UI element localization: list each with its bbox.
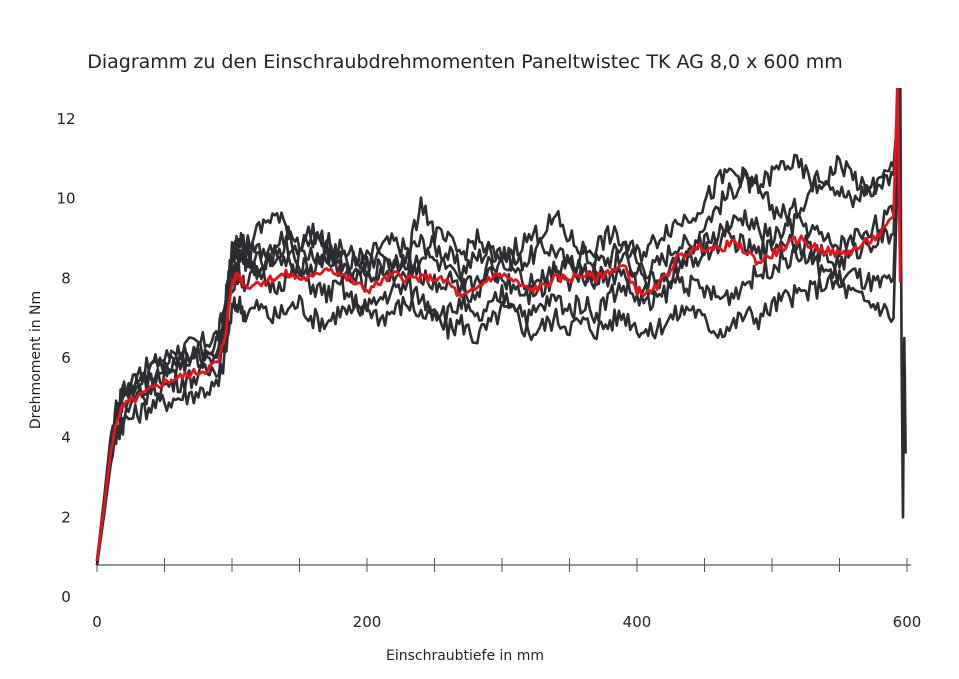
x-axis-ticks: 0 200 400 600	[92, 558, 921, 631]
x-tick-label: 0	[92, 613, 102, 631]
individual-series-line	[95, 88, 902, 566]
mean-series-line	[95, 88, 902, 562]
individual-series-line	[95, 88, 902, 566]
y-axis-tick-labels: 0 2 4 6 8 10 12	[56, 110, 75, 606]
individual-series-line	[95, 88, 902, 566]
x-tick-label: 400	[623, 613, 652, 631]
x-axis-title: Einschraubtiefe in mm	[386, 648, 544, 664]
individual-series-line	[899, 88, 907, 519]
y-tick-label: 4	[61, 429, 71, 447]
x-tick-label: 600	[893, 613, 922, 631]
individual-series-line	[95, 88, 901, 562]
y-tick-label: 2	[61, 508, 71, 526]
y-tick-label: 12	[56, 110, 75, 128]
individual-series-line	[95, 88, 901, 562]
y-tick-label: 8	[61, 269, 71, 287]
chart-title: Diagramm zu den Einschraubdrehmomenten P…	[87, 51, 843, 73]
y-tick-label: 10	[56, 190, 75, 208]
x-tick-label: 200	[353, 613, 382, 631]
individual-measurement-series	[95, 88, 907, 566]
y-tick-label: 0	[61, 588, 71, 606]
y-axis-title: Drehmoment in Nm	[28, 291, 44, 429]
y-tick-label: 6	[61, 349, 71, 367]
mean-series-group	[95, 88, 902, 562]
